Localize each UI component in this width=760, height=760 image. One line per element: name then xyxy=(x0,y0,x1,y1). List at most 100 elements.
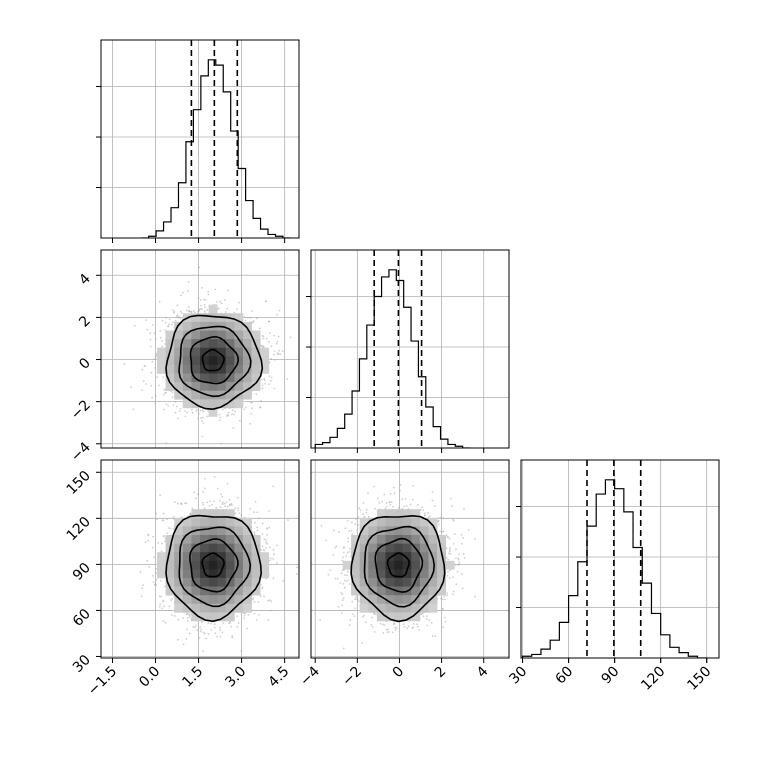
sample-point xyxy=(174,401,177,403)
sample-point xyxy=(263,379,266,381)
density-cell xyxy=(200,356,209,366)
density-cell xyxy=(260,364,270,374)
pair-panel-0-1 xyxy=(100,249,300,449)
sample-point xyxy=(203,310,206,313)
sample-point xyxy=(149,345,152,348)
sample-point xyxy=(155,578,158,581)
density-cell xyxy=(182,390,192,400)
density-cell xyxy=(182,330,192,340)
sample-point xyxy=(207,632,210,635)
sample-point xyxy=(209,500,211,503)
sample-point xyxy=(237,509,240,512)
density-cell xyxy=(174,330,184,340)
sample-point xyxy=(261,587,264,590)
density-cell xyxy=(251,373,261,383)
density-cell xyxy=(225,339,235,348)
sample-point xyxy=(202,422,205,425)
sample-point xyxy=(171,324,174,326)
sample-point xyxy=(261,387,264,390)
density-cell xyxy=(225,390,235,400)
sample-point xyxy=(163,535,165,537)
density-cell xyxy=(191,364,201,374)
sample-point xyxy=(266,534,268,536)
density-cell xyxy=(208,347,218,357)
sample-point xyxy=(199,630,202,633)
density-cell xyxy=(251,382,261,391)
density-cell xyxy=(225,356,235,366)
density-cell xyxy=(217,330,227,340)
density-cell xyxy=(157,364,166,374)
density-cell xyxy=(165,373,175,383)
sample-point xyxy=(164,540,166,542)
sample-point xyxy=(159,580,162,582)
sample-point xyxy=(243,316,246,319)
sample-point xyxy=(272,485,275,488)
sample-point xyxy=(200,420,203,423)
sample-point xyxy=(275,342,278,345)
density-cell xyxy=(174,373,184,383)
sample-point xyxy=(164,343,166,345)
sample-point xyxy=(276,562,278,565)
density-cell xyxy=(174,382,184,391)
sample-point xyxy=(198,266,201,269)
sample-point xyxy=(224,505,226,508)
density-cell xyxy=(208,407,218,417)
density-cell xyxy=(234,364,244,374)
sample-point xyxy=(145,383,147,385)
sample-point xyxy=(204,298,207,301)
density-cell xyxy=(208,330,218,340)
sample-point xyxy=(199,409,202,412)
sample-point xyxy=(202,631,205,634)
sample-point xyxy=(151,546,154,549)
density-cell xyxy=(225,321,235,331)
sample-point xyxy=(158,605,161,608)
sample-point xyxy=(152,535,154,538)
sample-point xyxy=(159,494,162,497)
sample-point xyxy=(161,345,164,348)
density-cell xyxy=(165,330,175,340)
sample-point xyxy=(187,281,190,283)
sample-point xyxy=(265,337,268,340)
sample-point xyxy=(268,599,271,601)
sample-point xyxy=(177,316,180,319)
sample-point xyxy=(268,320,271,323)
sample-point xyxy=(165,442,168,445)
sample-point xyxy=(262,337,265,340)
sample-point xyxy=(155,572,158,574)
density-cell xyxy=(234,373,244,383)
density-cell xyxy=(208,364,218,374)
sample-point xyxy=(251,401,253,404)
density-cell xyxy=(208,382,218,391)
density-cell xyxy=(191,390,201,400)
sample-point xyxy=(216,487,219,490)
sample-point xyxy=(176,314,179,317)
density-cell xyxy=(200,399,209,409)
sample-point xyxy=(151,360,154,363)
sample-point xyxy=(165,316,168,319)
sample-point xyxy=(273,334,276,337)
density-cell xyxy=(251,330,261,340)
sample-point xyxy=(272,353,275,356)
sample-point xyxy=(163,605,165,608)
sample-point xyxy=(161,542,164,545)
sample-point xyxy=(265,527,268,530)
density-cell xyxy=(251,347,261,357)
sample-point xyxy=(170,614,173,616)
sample-point xyxy=(237,507,240,509)
sample-point xyxy=(184,410,187,412)
sample-point xyxy=(313,541,315,543)
density-cell xyxy=(174,390,184,400)
sample-point xyxy=(187,306,190,308)
sample-point xyxy=(185,613,188,615)
sample-point xyxy=(244,612,247,615)
sample-point xyxy=(263,595,265,598)
histogram-panel-0 xyxy=(96,39,300,243)
sample-point xyxy=(155,584,158,586)
sample-point xyxy=(177,417,179,420)
density-cell xyxy=(191,330,201,340)
density-cell xyxy=(191,356,201,366)
sample-point xyxy=(238,301,240,304)
sample-point xyxy=(254,501,257,503)
panel-frame xyxy=(100,39,300,239)
sample-point xyxy=(201,416,204,419)
